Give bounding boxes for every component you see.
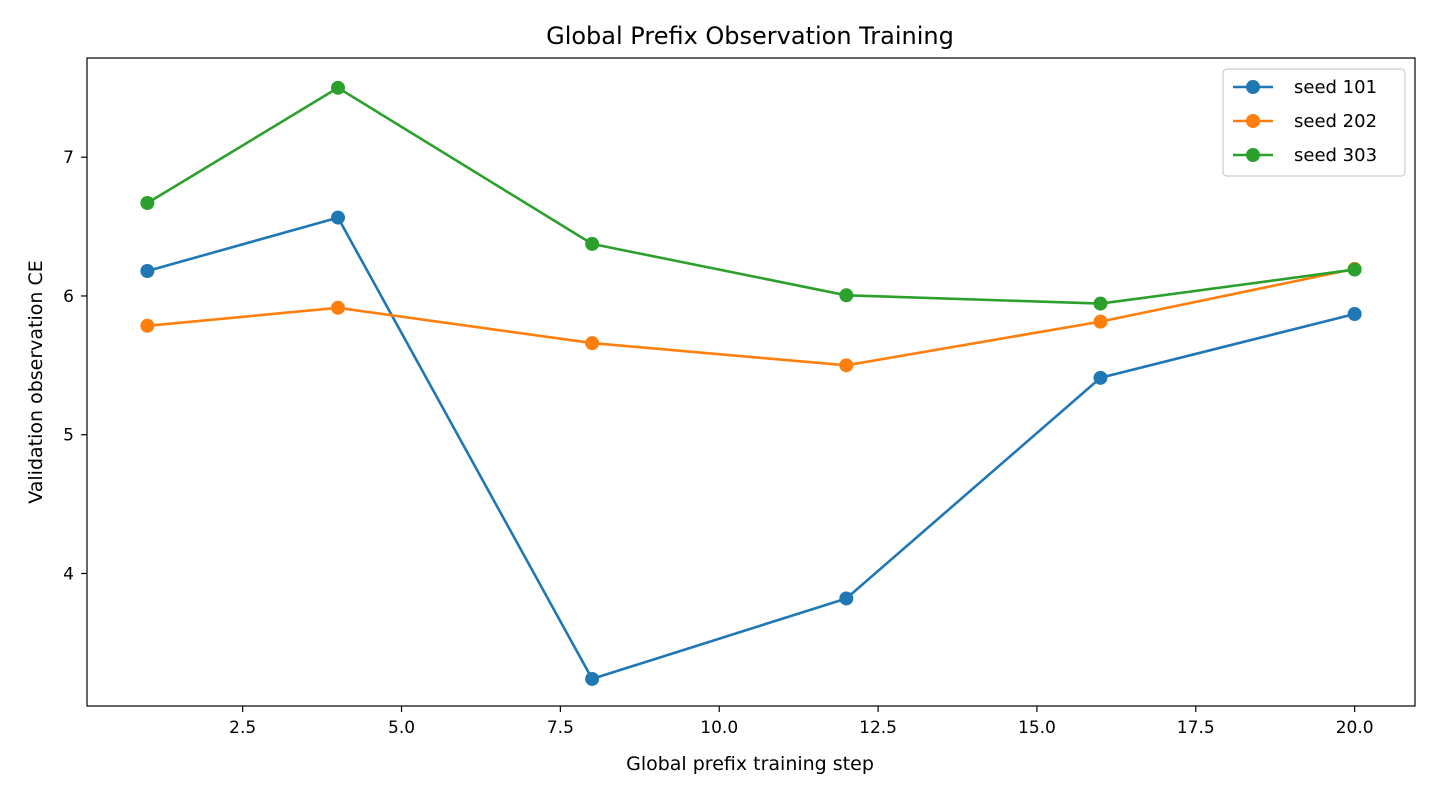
data-point: [1093, 370, 1108, 385]
data-point: [585, 236, 600, 251]
legend-label: seed 202: [1294, 111, 1377, 132]
x-axis-label: Global prefix training step: [626, 753, 874, 775]
y-tick-label: 5: [63, 426, 74, 446]
series-line: [147, 267, 1355, 367]
series-line: [147, 216, 1355, 681]
y-tick-label: 4: [63, 564, 74, 584]
legend-label: seed 101: [1294, 77, 1377, 98]
x-tick-label: 2.5: [229, 718, 256, 738]
data-point: [839, 288, 854, 303]
series-line: [146, 86, 1355, 305]
y-tick-label: 6: [63, 287, 74, 307]
plot-frame: [86, 57, 1416, 707]
plot-area: 2.5 5.0 7.5 10.0 12.5 15.0 17.5 20.0 4 5 6 7: [63, 57, 1416, 738]
series-seed-202: [140, 261, 1362, 373]
data-point: [330, 210, 345, 225]
y-axis-label: Validation observation CE: [25, 260, 47, 504]
x-tick-label: 5.0: [388, 718, 415, 738]
data-point: [1347, 262, 1362, 277]
legend-marker: [1246, 114, 1260, 128]
data-point: [839, 358, 854, 373]
data-point: [140, 318, 155, 333]
legend-label: seed 303: [1294, 145, 1377, 166]
x-tick-label: 20.0: [1336, 718, 1374, 738]
data-point: [1093, 296, 1108, 311]
data-point: [1093, 314, 1108, 329]
series-seed-101: [140, 210, 1362, 686]
data-point: [585, 336, 600, 351]
y-tick-label: 7: [63, 148, 74, 168]
legend-box: [1222, 68, 1406, 177]
data-point: [140, 196, 155, 211]
data-point: [330, 80, 345, 95]
x-tick-label: 7.5: [547, 718, 574, 738]
legend: seed 101 seed 202 seed 303: [1222, 68, 1406, 177]
legend-marker: [1246, 80, 1260, 94]
x-tick-label: 15.0: [1018, 718, 1056, 738]
data-point: [585, 671, 600, 686]
data-point: [330, 300, 345, 315]
chart-title: Global Prefix Observation Training: [546, 22, 954, 50]
legend-marker: [1246, 148, 1260, 162]
series-seed-303: [140, 80, 1362, 311]
x-tick-label: 10.0: [700, 718, 738, 738]
data-point: [839, 591, 854, 606]
data-point: [1347, 307, 1362, 322]
x-tick-label: 12.5: [859, 718, 897, 738]
x-tick-label: 17.5: [1177, 718, 1215, 738]
data-point: [140, 263, 155, 278]
